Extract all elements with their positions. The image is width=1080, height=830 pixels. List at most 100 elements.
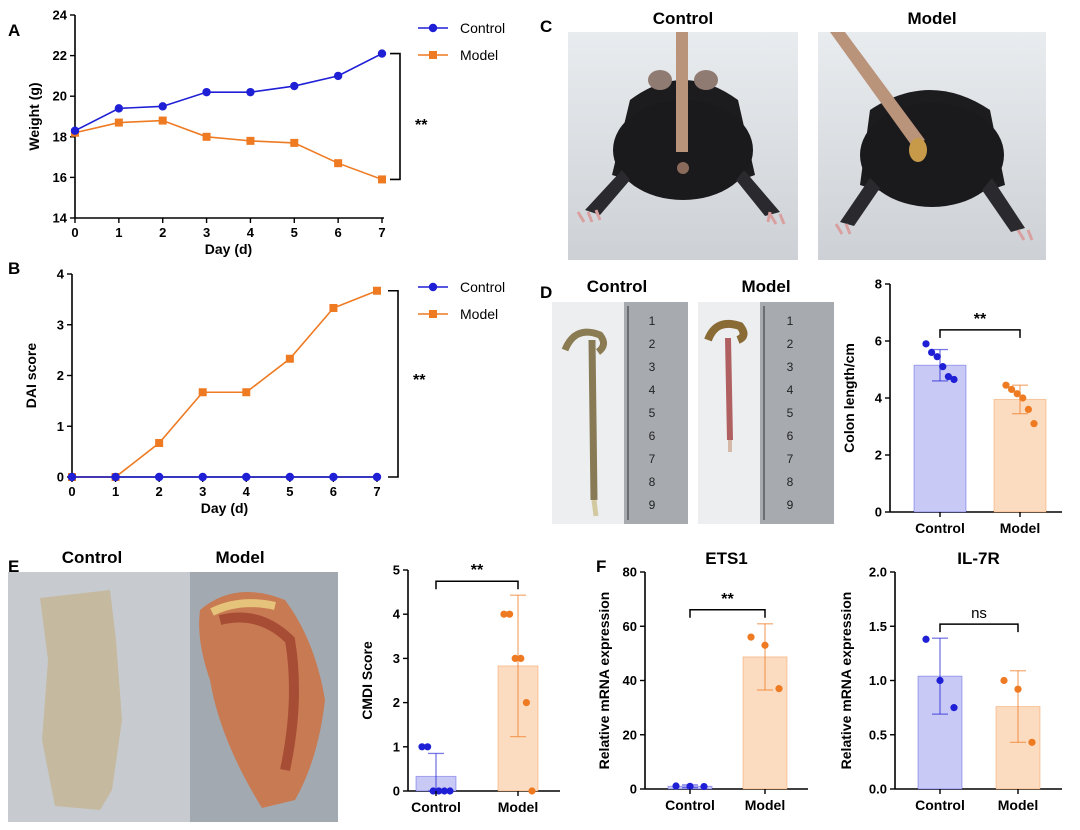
ruler-num: 8	[787, 475, 794, 489]
ruler-num: 5	[787, 406, 794, 420]
significance-label: **	[415, 117, 428, 134]
significance-bracket	[939, 623, 1019, 633]
x-tick-label: 4	[247, 225, 255, 240]
x-tick-label: Control	[915, 520, 965, 536]
bar-model	[995, 706, 1041, 790]
data-point-control	[939, 363, 947, 371]
photo-c-model-label: Model	[907, 9, 956, 28]
data-point-control	[700, 782, 708, 791]
y-tick-label: 0	[630, 782, 637, 797]
x-tick-label: 7	[373, 484, 380, 499]
legend-label: Model	[460, 306, 498, 322]
data-point-model	[1028, 738, 1036, 746]
y-tick-label: 1.0	[869, 673, 887, 688]
legend-marker	[429, 310, 437, 318]
legend-label: Control	[460, 279, 505, 295]
data-point-model	[202, 132, 211, 141]
significance-bracket	[939, 329, 1021, 338]
y-tick-label: 0	[393, 784, 400, 799]
ruler-num: 7	[649, 452, 656, 466]
panel-letter-d: D	[540, 283, 552, 302]
data-point-control	[418, 743, 426, 751]
data-point-model	[285, 354, 294, 363]
y-tick-label: 16	[53, 170, 67, 185]
x-tick-label: 2	[156, 484, 163, 499]
ruler-num: 3	[787, 360, 794, 374]
ruler-control: 1 2 3 4 5 6 7 8 9	[627, 306, 656, 520]
y-tick-label: 2.0	[869, 565, 887, 580]
ruler-num: 6	[649, 429, 656, 443]
ruler-num: 2	[649, 337, 656, 351]
y-tick-label: 0	[875, 505, 882, 520]
data-point-control	[111, 472, 120, 482]
data-point-control	[928, 348, 936, 356]
photo-model-mouse	[818, 32, 1046, 260]
ruler-num: 1	[649, 314, 656, 328]
x-tick-label: Control	[665, 797, 715, 813]
series-line-model	[74, 119, 383, 181]
y-axis-label: Colon length/cm	[841, 343, 857, 453]
x-tick-label: Model	[1000, 520, 1040, 536]
x-tick-label: 2	[159, 225, 166, 240]
data-point-control	[429, 787, 437, 795]
x-tick-label: Model	[745, 797, 785, 813]
y-tick-label: 1	[57, 419, 64, 434]
ruler-num: 8	[649, 475, 656, 489]
data-point-control	[114, 104, 124, 113]
x-tick-label: 0	[71, 225, 78, 240]
ruler-num: 9	[787, 498, 794, 512]
y-tick-label: 20	[53, 89, 67, 104]
data-point-model	[775, 685, 783, 693]
y-tick-label: 0.5	[869, 727, 887, 742]
y-tick-label: 4	[57, 267, 65, 282]
y-tick-label: 8	[875, 277, 882, 292]
x-axis-label: Day (d)	[205, 241, 252, 257]
chart-ets1: 0 20 40 60 80 Relative mRNA expression ETS1 Con…	[596, 549, 808, 813]
data-point-control	[944, 373, 953, 381]
y-tick-label: 0	[57, 470, 64, 485]
y-tick-label: 60	[623, 619, 637, 634]
y-tick-label: 4	[393, 607, 401, 622]
data-point-model	[290, 138, 299, 147]
legend-label: Model	[460, 47, 498, 63]
ruler-num: 5	[649, 406, 656, 420]
data-point-model	[500, 610, 508, 618]
data-point-model	[198, 388, 207, 397]
legend-label: Control	[460, 20, 505, 36]
photo-c-control-label: Control	[653, 9, 713, 28]
data-point-model	[1019, 394, 1027, 402]
ruler-num: 9	[649, 498, 656, 512]
data-point-model	[334, 159, 343, 168]
x-tick-label: 3	[203, 225, 210, 240]
y-axis-label: Weight (g)	[26, 82, 42, 150]
y-tick-label: 80	[623, 565, 637, 580]
data-point-control	[922, 635, 930, 643]
photo-e-model-label: Model	[215, 548, 264, 567]
data-point-model	[158, 116, 167, 125]
panel-letter-f: F	[596, 557, 606, 576]
photo-control-mouse	[568, 32, 798, 260]
x-tick-label: 5	[286, 484, 293, 499]
data-point-control	[424, 743, 432, 751]
data-point-model	[1014, 685, 1022, 693]
chart-title: IL-7R	[957, 549, 1000, 568]
data-point-control	[67, 472, 77, 482]
data-point-model	[517, 654, 525, 663]
data-point-model	[511, 654, 519, 663]
chart-dai: 0 1 2 3 4 DAI score 0 1 2 3 4 5 6 7 Day (d) Control Mode…	[23, 267, 505, 517]
y-tick-label: 6	[875, 334, 882, 349]
panel-letter-e: E	[8, 557, 19, 576]
chart-il7r: 0.0 0.5 1.0 1.5 2.0 Relative mRNA expression I…	[838, 549, 1062, 813]
data-point-control	[202, 87, 211, 97]
data-point-control	[158, 102, 167, 111]
y-tick-label: 3	[57, 317, 64, 332]
data-point-control	[333, 71, 343, 81]
x-tick-label: 4	[243, 484, 251, 499]
data-point-control	[285, 472, 295, 482]
x-tick-label: Control	[411, 799, 461, 815]
legend-marker	[428, 23, 438, 33]
y-tick-label: 1.5	[869, 619, 887, 634]
photo-d-control-label: Control	[587, 277, 647, 296]
data-point-model	[747, 633, 755, 641]
